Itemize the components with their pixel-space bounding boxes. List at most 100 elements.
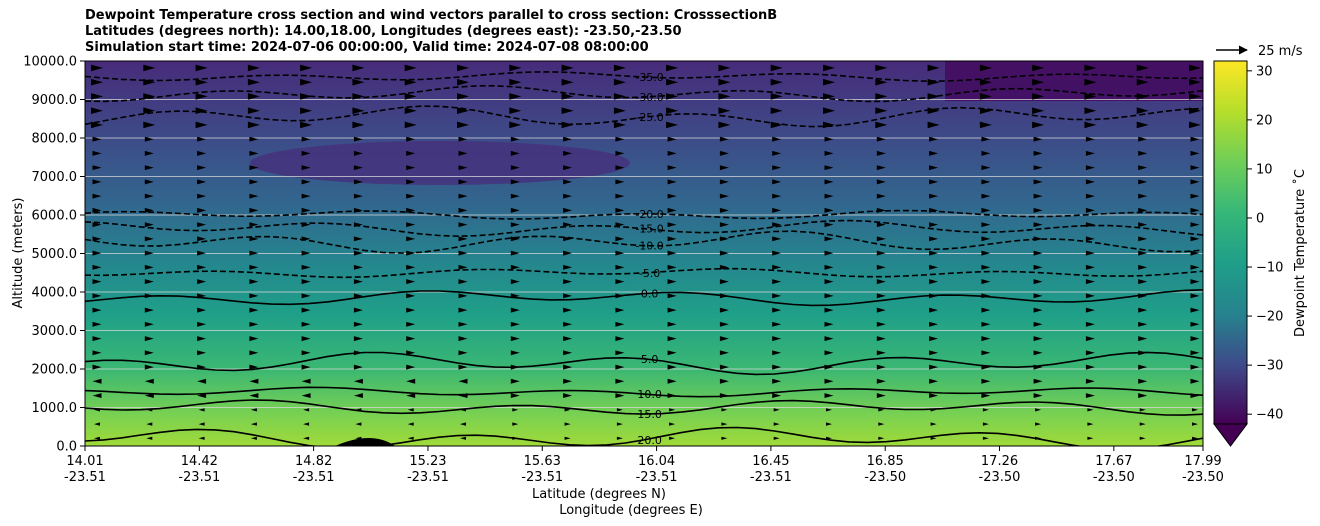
wind-vector (719, 207, 729, 213)
wind-vector (197, 364, 207, 370)
wind-vector (510, 307, 520, 313)
wind-vector (928, 50, 940, 57)
wind-vector (561, 64, 574, 72)
wind-vector (247, 121, 260, 129)
wind-vector (144, 222, 154, 228)
wind-vector (1192, 436, 1198, 440)
wind-vector (667, 222, 677, 228)
wind-vector (772, 321, 782, 327)
wind-vector (457, 78, 469, 86)
wind-vector (1033, 222, 1043, 228)
wind-vector (1084, 107, 1097, 114)
wind-vector (92, 378, 102, 384)
wind-vector (718, 78, 731, 86)
wind-vector (353, 279, 363, 285)
x-tick-label-lat: 14.82 (295, 454, 332, 469)
wind-vector (719, 350, 729, 356)
contour-line (85, 209, 1203, 220)
wind-vector (249, 293, 259, 299)
wind-vector (770, 107, 783, 114)
wind-vector (615, 165, 625, 171)
wind-vector (826, 422, 832, 426)
wind-vector (562, 50, 574, 57)
wind-vector (667, 264, 677, 270)
wind-vector (981, 179, 991, 185)
wind-vector (721, 436, 728, 440)
wind-vector (563, 136, 573, 142)
wind-vectors (91, 50, 1201, 440)
wind-vector (303, 408, 310, 412)
wind-vector (564, 422, 571, 426)
wind-vector (929, 378, 939, 384)
wind-vector (406, 279, 416, 285)
wind-vector (929, 179, 939, 185)
wind-vector (718, 50, 730, 57)
wind-vector (460, 408, 466, 412)
wind-vector (719, 279, 729, 285)
wind-vector (458, 165, 468, 171)
wind-vector (615, 279, 625, 285)
wind-vector (458, 293, 468, 299)
wind-vector (92, 321, 102, 327)
wind-vector (510, 150, 520, 156)
wind-vector (406, 179, 416, 185)
wind-vector (563, 179, 573, 185)
wind-vector (1138, 207, 1148, 213)
wind-vector (1138, 350, 1148, 356)
wind-vector (1138, 364, 1148, 370)
wind-vector (1190, 393, 1200, 398)
wind-vector (300, 121, 313, 129)
wind-vector (1138, 279, 1148, 285)
wind-vector (666, 121, 679, 129)
wind-vector (929, 307, 939, 313)
wind-vector (353, 193, 363, 199)
contour-line (85, 351, 1203, 376)
wind-vector (197, 179, 207, 185)
wind-vector (718, 121, 731, 129)
wind-vector (927, 64, 940, 72)
wind-vector (1085, 136, 1095, 142)
wind-vector (143, 107, 156, 114)
wind-vector (667, 279, 677, 285)
wind-vector (510, 165, 520, 171)
wind-vector (91, 50, 103, 57)
wind-vector (770, 93, 783, 100)
wind-vector (143, 64, 156, 72)
wind-vector (1035, 408, 1042, 412)
wind-vector (981, 378, 991, 384)
wind-vector (249, 222, 259, 228)
wind-vector (773, 408, 780, 412)
wind-vector (249, 150, 259, 156)
wind-vector (927, 107, 940, 114)
wind-vector (406, 236, 416, 242)
wind-vector (666, 64, 679, 72)
wind-vector (563, 193, 573, 199)
wind-vector (772, 350, 782, 356)
wind-vector (876, 364, 886, 370)
wind-vector (301, 336, 311, 342)
wind-vector (563, 321, 573, 327)
wind-vector (143, 78, 156, 86)
wind-vector (1032, 64, 1045, 72)
wind-vector (247, 64, 260, 72)
wind-vector (1189, 50, 1201, 57)
contour-line (85, 105, 1203, 128)
wind-vector (197, 150, 207, 156)
y-tick-label: 5000.0 (32, 247, 78, 262)
wind-vector (719, 393, 729, 398)
wind-vector (195, 107, 208, 114)
wind-vector (301, 179, 311, 185)
wind-vector (772, 222, 782, 228)
wind-vector (719, 250, 729, 256)
wind-vector (613, 121, 626, 129)
wind-vector (144, 293, 154, 299)
wind-vector (615, 364, 625, 370)
wind-vector (1033, 236, 1043, 242)
wind-vector (719, 307, 729, 313)
wind-vector (1138, 336, 1148, 342)
colorbar-body (1213, 60, 1248, 425)
wind-vector (1190, 293, 1200, 299)
wind-vector (666, 107, 679, 114)
wind-vector (92, 350, 102, 356)
wind-vector (92, 279, 102, 285)
